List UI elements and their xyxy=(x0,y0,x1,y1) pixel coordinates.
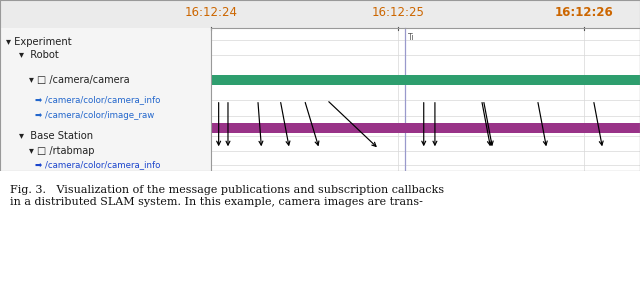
Text: ➡ /camera/color/image_raw: ➡ /camera/color/image_raw xyxy=(35,111,154,120)
Text: ➡ /camera/color/camera_info: ➡ /camera/color/camera_info xyxy=(35,95,161,104)
Bar xyxy=(211,28,640,171)
Bar xyxy=(211,123,640,133)
Text: ➡ /camera/color/camera_info: ➡ /camera/color/camera_info xyxy=(35,160,161,169)
Bar xyxy=(0,0,211,171)
Text: ▾  Base Station: ▾ Base Station xyxy=(19,131,93,141)
Text: Fig. 3.   Visualization of the message publications and subscription callbacks
i: Fig. 3. Visualization of the message pub… xyxy=(10,185,444,207)
Text: Ti: Ti xyxy=(408,33,414,42)
Text: ▾  Robot: ▾ Robot xyxy=(19,50,59,60)
Text: ▾ Experiment: ▾ Experiment xyxy=(6,37,72,47)
Bar xyxy=(211,0,640,28)
Bar xyxy=(211,75,640,85)
Text: ▾ □ /camera/camera: ▾ □ /camera/camera xyxy=(29,75,129,85)
Text: 16:12:25: 16:12:25 xyxy=(371,6,424,19)
Text: 16:12:24: 16:12:24 xyxy=(185,6,237,19)
Bar xyxy=(0,0,211,28)
Text: 16:12:26: 16:12:26 xyxy=(555,6,614,19)
Text: ➡ /camera/color/image_raw: ➡ /camera/color/image_raw xyxy=(35,175,154,184)
Text: ▾ □ /rtabmap: ▾ □ /rtabmap xyxy=(29,146,94,156)
